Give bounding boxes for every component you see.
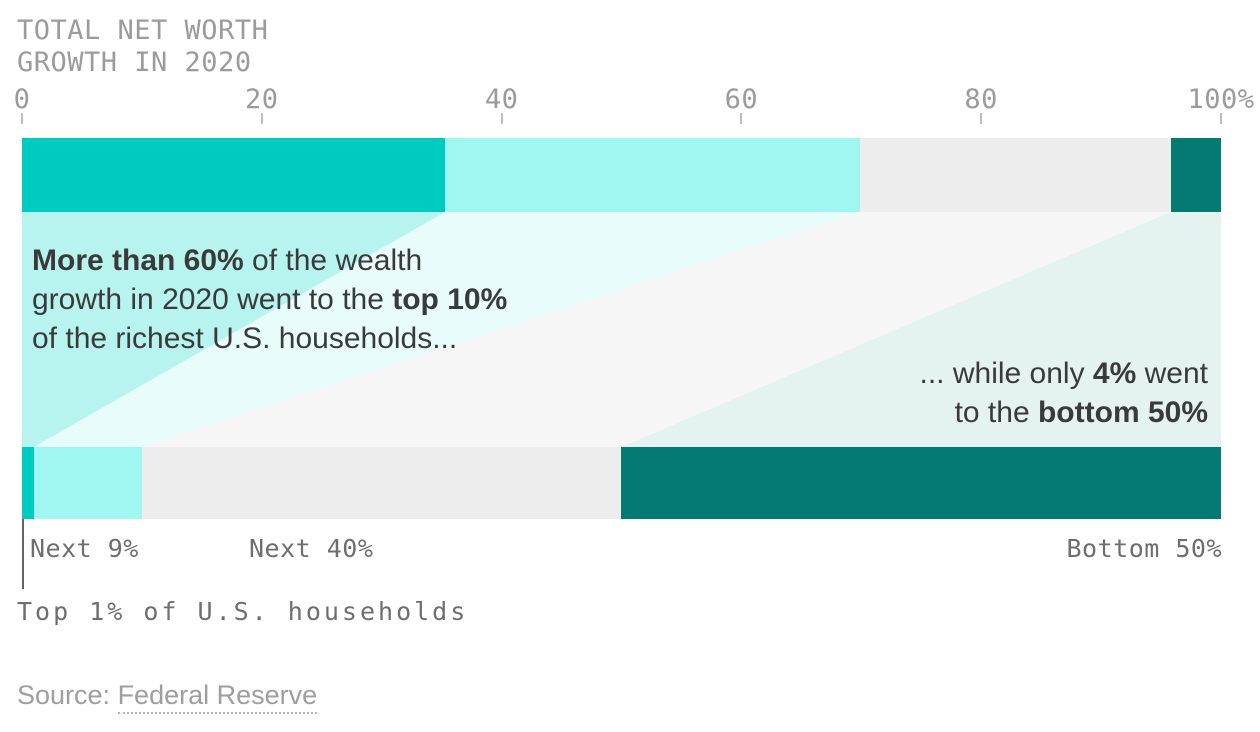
households-bar-segment-top-1 — [22, 447, 34, 519]
axis-tick-mark-100 — [1220, 113, 1222, 124]
axis-tick-mark-40 — [500, 113, 503, 124]
chart-title: TOTAL NET WORTH GROWTH IN 2020 — [17, 15, 269, 78]
annotation-text: of the wealth — [243, 244, 423, 277]
wealth-growth-bar — [22, 138, 1221, 212]
axis-tick-label-80: 80 — [964, 84, 998, 115]
axis-tick-mark-60 — [740, 113, 743, 124]
label-next-9: Next 9% — [30, 534, 139, 563]
axis-tick-mark-0 — [21, 113, 23, 124]
flow-top-1 — [22, 212, 446, 447]
annotation-top-10: More than 60% of the wealth growth in 202… — [32, 241, 507, 358]
x-axis: 0 20 40 60 80 100% — [14, 84, 1254, 128]
flow-bottom-50 — [621, 212, 1221, 447]
annotation-line: ... while only 4% went — [920, 354, 1209, 393]
annotation-line: More than 60% of the wealth — [32, 241, 507, 280]
label-bottom-50: Bottom 50% — [1066, 534, 1222, 563]
households-bar — [22, 447, 1221, 519]
source-line: Source: Federal Reserve — [17, 680, 318, 714]
axis-tick-label-0: 0 — [13, 84, 31, 115]
annotation-text: growth in 2020 went to the — [32, 283, 393, 316]
wealth-growth-bar-segment-next-9 — [445, 138, 861, 212]
annotation-text: went — [1136, 357, 1208, 390]
axis-tick-label-100: 100% — [1187, 84, 1255, 115]
annotation-line: growth in 2020 went to the top 10% — [32, 280, 507, 319]
wealth-growth-bar-segment-top-1 — [22, 138, 446, 212]
source-link[interactable]: Federal Reserve — [117, 680, 318, 714]
label-top-1: Top 1% of U.S. households — [17, 597, 469, 626]
flow-area — [22, 212, 1221, 447]
axis-tick-mark-20 — [260, 113, 263, 124]
wealth-growth-bar-segment-bottom-50 — [1170, 138, 1221, 212]
annotation-text: to the — [954, 396, 1038, 429]
annotation-bottom-50: ... while only 4% went to the bottom 50% — [920, 354, 1209, 432]
axis-tick-label-60: 60 — [724, 84, 759, 115]
wealth-growth-bar-segment-next-40 — [860, 138, 1171, 212]
households-bar-segment-next-9 — [33, 447, 142, 519]
households-bar-segment-next-40 — [141, 447, 622, 519]
annotation-line: to the bottom 50% — [920, 393, 1208, 432]
annotation-text: ... while only — [919, 357, 1093, 390]
annotation-bold-text: 4% — [1092, 357, 1137, 390]
flow-next-9 — [33, 212, 861, 447]
axis-tick-label-20: 20 — [245, 84, 279, 115]
source-prefix: Source: — [17, 680, 118, 710]
annotation-bold-text: top 10% — [392, 283, 508, 316]
axis-tick-label-40: 40 — [484, 84, 519, 115]
flow-next-40 — [141, 212, 1171, 447]
top-1-callout-line — [22, 519, 24, 589]
households-bar-segment-bottom-50 — [621, 447, 1221, 519]
annotation-line: of the richest U.S. households... — [32, 319, 507, 358]
axis-tick-mark-80 — [980, 113, 983, 124]
annotation-text: of the richest U.S. households... — [32, 322, 458, 355]
annotation-bold-text: More than 60% — [32, 244, 244, 277]
label-next-40: Next 40% — [249, 534, 374, 563]
annotation-bold-text: bottom 50% — [1037, 396, 1208, 429]
